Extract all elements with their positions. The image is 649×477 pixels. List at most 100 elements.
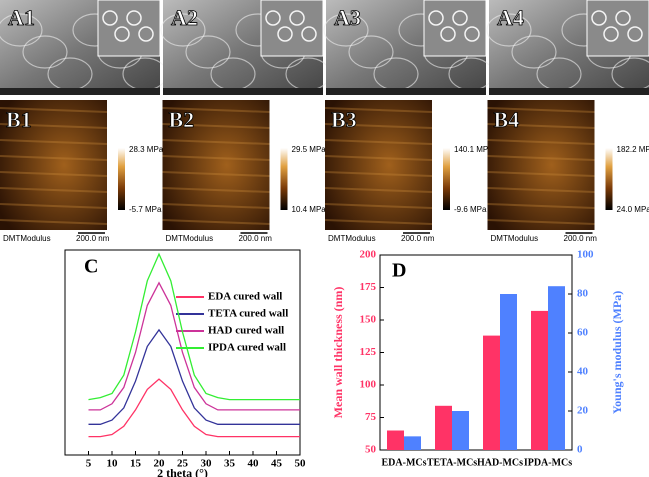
color-min: 10.4 MPa <box>292 205 327 214</box>
color-bar <box>280 148 288 210</box>
afm-texture <box>487 123 595 129</box>
x-tick-label: 25 <box>177 458 189 470</box>
panel-label: A3 <box>334 5 361 30</box>
sem-footer <box>163 88 323 95</box>
inset-texture <box>289 10 305 26</box>
afm-texture <box>162 219 270 225</box>
x-axis-label: 2 theta (°) <box>157 466 208 477</box>
y2-tick-label: 0 <box>577 444 583 456</box>
color-max: 182.2 MPa <box>617 145 649 154</box>
afm-texture <box>162 123 270 129</box>
afm-texture <box>0 219 108 225</box>
sem-footer <box>489 88 649 95</box>
afm-texture <box>487 155 595 161</box>
afm-image <box>162 100 270 230</box>
inset-texture <box>464 26 480 42</box>
afm-texture <box>487 219 595 225</box>
bar <box>435 405 452 450</box>
y2-tick-label: 40 <box>577 366 589 378</box>
bar <box>500 294 517 450</box>
y2-axis-label: Young's modulus (MPa) <box>610 291 624 414</box>
inset-texture <box>102 10 118 26</box>
inset-texture <box>138 26 154 42</box>
x-tick-label: 15 <box>130 458 142 470</box>
y-tick-label: 75 <box>365 411 377 423</box>
panel-label: B1 <box>6 107 32 132</box>
afm-texture <box>324 187 433 193</box>
color-bar <box>443 148 450 210</box>
color-bar <box>605 148 613 210</box>
x-tick-label: HAD-MCs <box>477 457 523 468</box>
data-line <box>88 378 300 438</box>
afm-texture <box>0 171 108 177</box>
x-tick-label: 50 <box>295 458 307 470</box>
color-min: -5.7 MPa <box>129 205 162 214</box>
afm-texture <box>162 107 270 113</box>
inset-texture <box>440 26 456 42</box>
color-max: 29.5 MPa <box>292 145 327 154</box>
panel-label: B3 <box>331 107 357 132</box>
color-min: -9.6 MPa <box>454 205 487 214</box>
y-tick-label: 100 <box>360 379 377 391</box>
sem-texture <box>348 35 394 69</box>
bar <box>531 310 548 450</box>
panel-label: A1 <box>8 5 35 30</box>
y-tick-label: 150 <box>360 314 377 326</box>
inset-texture <box>452 10 468 26</box>
scale-label: 200.0 nm <box>564 234 598 243</box>
afm-texture <box>324 107 433 113</box>
x-tick-label: 5 <box>86 458 92 470</box>
afm-texture <box>487 139 595 145</box>
inset-texture <box>603 26 619 42</box>
afm-texture <box>324 155 433 161</box>
sem-texture <box>511 35 557 69</box>
bar <box>387 430 404 450</box>
channel-name: DMTModulus <box>328 234 376 243</box>
panel-label: B4 <box>494 107 520 132</box>
afm-image <box>325 100 432 230</box>
bar <box>548 286 565 450</box>
afm-texture <box>324 203 433 209</box>
data-line <box>88 252 300 401</box>
legend-label: EDA cured wall <box>208 291 282 303</box>
color-bar <box>118 148 125 210</box>
afm-texture <box>162 203 270 209</box>
panel-label: C <box>84 256 98 278</box>
y2-tick-label: 80 <box>577 288 589 300</box>
sem-texture <box>22 35 68 69</box>
afm-texture <box>162 139 270 145</box>
scale-label: 200.0 nm <box>76 234 110 243</box>
panel-label: A4 <box>497 5 524 30</box>
x-tick-label: 10 <box>107 458 119 470</box>
y2-tick-label: 60 <box>577 327 589 339</box>
y-tick-label: 50 <box>365 444 377 456</box>
channel-name: DMTModulus <box>491 234 539 243</box>
x-tick-label: 40 <box>248 458 260 470</box>
x-tick-label: 20 <box>154 458 166 470</box>
sem-texture <box>0 13 43 47</box>
sem-footer <box>326 88 486 95</box>
x-tick-label: 45 <box>271 458 283 470</box>
data-line <box>88 281 300 411</box>
scale-label: 200.0 nm <box>401 234 435 243</box>
y-axis-label: Mean wall thickness (nm) <box>331 287 345 419</box>
y-tick-label: 125 <box>360 346 377 358</box>
afm-texture <box>0 139 108 145</box>
afm-texture <box>0 203 108 209</box>
y-tick-label: 200 <box>360 249 377 261</box>
channel-name: DMTModulus <box>166 234 214 243</box>
inset-texture <box>428 10 444 26</box>
afm-texture <box>487 107 595 113</box>
x-tick-label: EDA-MCs <box>382 457 427 468</box>
afm-image <box>0 100 107 230</box>
afm-texture <box>324 139 433 145</box>
color-max: 140.1 MPa <box>454 145 493 154</box>
afm-texture <box>162 187 270 193</box>
x-tick-label: 30 <box>201 458 213 470</box>
bar <box>404 436 421 450</box>
channel-name: DMTModulus <box>3 234 51 243</box>
afm-texture <box>324 219 433 225</box>
panel-label: D <box>392 260 406 282</box>
afm-texture <box>0 187 108 193</box>
